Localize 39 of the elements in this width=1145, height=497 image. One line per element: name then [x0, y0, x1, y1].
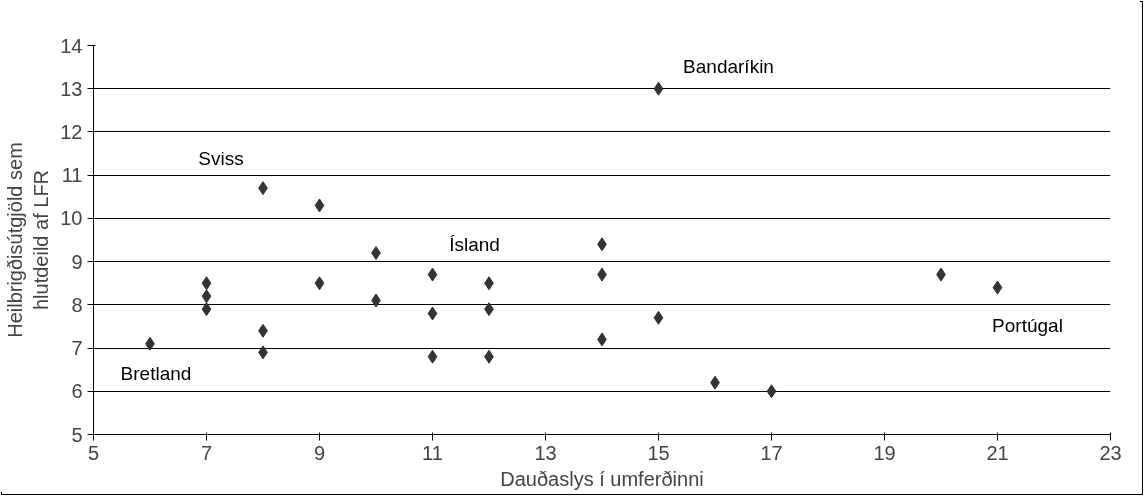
point — [766, 384, 777, 399]
y-tick-label: 11 — [61, 164, 83, 187]
x-tick-label: 11 — [422, 441, 443, 464]
y-axis-title: Heilbrigðisútgjöld sem hlutdeild af LFR — [3, 142, 53, 338]
y-tick-label: 6 — [71, 380, 83, 403]
y-tick-label: 9 — [71, 250, 83, 273]
y-tick-label: 12 — [60, 120, 83, 143]
point — [427, 306, 438, 321]
x-tick-label: 19 — [873, 441, 896, 464]
x-tick-label: 21 — [986, 441, 1009, 464]
point — [314, 198, 325, 213]
x-tick-label: 13 — [534, 441, 557, 464]
x-tick-label: 23 — [1099, 441, 1122, 464]
x-tick-label: 7 — [200, 441, 213, 464]
x-axis-title: Dauðaslys í umferðinni — [500, 467, 704, 490]
x-tick-label: 17 — [760, 441, 783, 464]
point — [201, 289, 212, 304]
annotation: Ísland — [449, 234, 500, 256]
y-tick-label: 5 — [71, 423, 83, 446]
x-tick-label: 15 — [647, 441, 670, 464]
point — [427, 267, 438, 282]
y-tick-label: 8 — [71, 293, 83, 316]
annotation: Bretland — [120, 363, 192, 385]
annotation: Sviss — [198, 147, 244, 169]
annotation: Bandaríkin — [683, 56, 774, 78]
y-tick-label: 10 — [60, 207, 83, 230]
point — [314, 276, 325, 291]
point — [653, 310, 664, 325]
point — [427, 349, 438, 364]
annotation: Portúgal — [992, 315, 1063, 337]
point — [201, 302, 212, 317]
x-tick-label: 9 — [313, 441, 326, 464]
y-tick-label: 14 — [60, 34, 83, 57]
y-tick-label: 7 — [71, 337, 83, 360]
point — [201, 276, 212, 291]
x-tick-label: 5 — [87, 441, 100, 464]
y-tick-label: 13 — [60, 77, 83, 100]
point — [992, 280, 1003, 295]
point — [653, 81, 664, 96]
